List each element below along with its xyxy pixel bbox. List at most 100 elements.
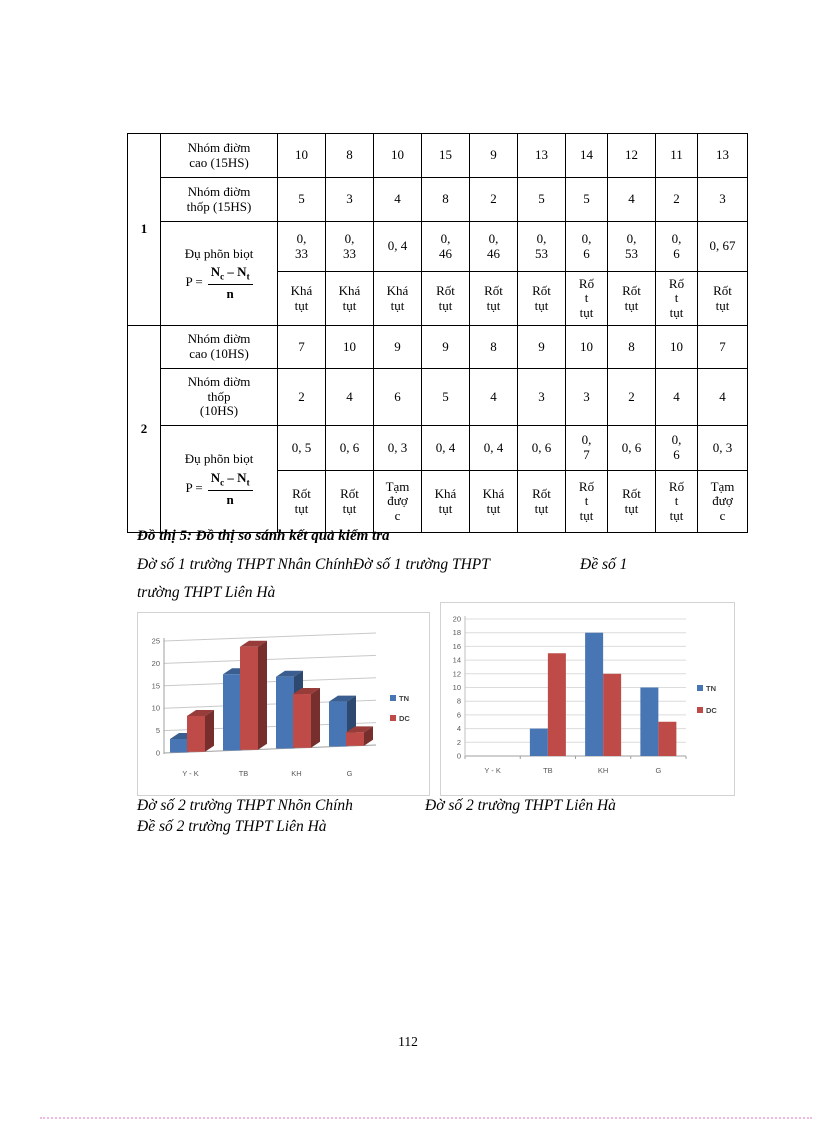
rating-cell: Rốt tụt [517,271,566,326]
value-cell: 0, 5 [277,425,326,471]
bar-TN-KH [585,632,604,756]
rating-cell: Rốt tụt [607,470,656,533]
rating-cell: Rốt tụt [277,470,326,533]
legend-label-DC: DC [399,714,410,723]
group-number: 2 [127,325,161,533]
value-cell: 6 [373,368,422,426]
value-cell: 9 [517,325,566,369]
chart-section-title: Đồ thị 5: Đồ thị so sánh kết quả kiểm tr… [137,528,390,544]
formula-nc: N [210,264,221,280]
results-table: 1 Nhóm điờm cao (15HS) 10 8 10 15 9 13 14 12 11 13 N… [127,133,748,533]
value-cell: 0, 4 [373,221,422,272]
bar-side [364,726,373,746]
value-cell: 4 [469,368,518,426]
legend-swatch-TN [390,695,396,701]
group-number: 1 [127,133,161,326]
y-tick-label: 4 [457,724,461,733]
footer-dotted-line [40,1117,812,1119]
value-cell: 8 [421,177,470,222]
formula-nc-sub: c [220,272,225,283]
value-cell: 9 [373,325,422,369]
row-label: Nhóm điờm cao (10HS) [160,325,278,369]
rating-cell: Rố t tụt [565,271,608,326]
value-cell: 4 [325,368,374,426]
row-label: Nhóm điờm cao (15HS) [160,133,278,178]
value-cell: 11 [655,133,698,178]
x-tick-label: TB [543,766,553,775]
y-tick-label: 2 [457,738,461,747]
rating-cell: Rố t tụt [655,271,698,326]
value-cell: 0, 4 [421,425,470,471]
bar-TN-G [640,687,659,756]
legend-label-TN: TN [706,684,716,693]
value-cell: 0, 3 [373,425,422,471]
bar-side [311,688,320,748]
bar-side [258,640,267,750]
value-cell: 10 [373,133,422,178]
value-cell: 8 [469,325,518,369]
value-cell: 9 [469,133,518,178]
rating-cell: Rốt tụt [325,470,374,533]
bar-TN-G [329,701,347,747]
bar-TN-TB [529,728,548,756]
value-cell: 3 [697,177,748,222]
row-label: Nhóm điờm thốp (15HS) [160,177,278,222]
rating-cell: Khá tụt [421,470,470,533]
legend-label-DC: DC [706,706,717,715]
y-tick-label: 12 [453,669,461,678]
value-cell: 5 [517,177,566,222]
caption-below-left-1: Đờ số 2 trường THPT Nhõn Chính [137,797,353,814]
value-cell: 0, 6 [565,221,608,272]
formula-cell: Đụ phõn biọt P = Nc – Nt n [160,425,278,533]
gridline [163,677,377,687]
value-cell: 0, 6 [325,425,374,471]
gridline [163,654,377,664]
value-cell: 5 [421,368,470,426]
value-cell: 13 [517,133,566,178]
legend-swatch-DC [390,715,396,721]
value-cell: 0, 6 [607,425,656,471]
rating-cell: Rốt tụt [421,271,470,326]
bar-top [240,640,267,647]
rating-cell: Tạm đượ c [697,470,748,533]
formula-fraction: Nc – Nt n [207,264,253,302]
y-tick-label: 5 [156,726,160,735]
y-tick-label: 25 [152,637,160,646]
formula: P = Nc – Nt n [162,471,276,506]
formula-nt: N [237,469,247,485]
rating-cell: Tạm đượ c [373,470,422,533]
x-tick-label: Y - K [182,769,199,778]
formula-den: n [226,286,234,302]
value-cell: 4 [655,368,698,426]
rating-cell: Khá tụt [277,271,326,326]
rating-cell: Rốt tụt [469,271,518,326]
value-cell: 10 [277,133,326,178]
formula-cell: Đụ phõn biọt P = Nc – Nt n [160,221,278,326]
bar-TN-TB [223,674,241,751]
rating-cell: Rốt tụt [697,271,748,326]
value-cell: 8 [325,133,374,178]
value-cell: 0, 6 [655,221,698,272]
value-cell: 0, 33 [277,221,326,272]
value-cell: 2 [277,368,326,426]
caption-below-right-1: Đờ số 2 trường THPT Liên Hà [425,797,616,814]
value-cell: 10 [325,325,374,369]
value-cell: 5 [277,177,326,222]
formula-lhs: P = [185,274,203,290]
row-label: Nhóm điờm thốp (10HS) [160,368,278,426]
y-tick-label: 20 [453,615,461,624]
chart-nhan-chinh: 0 5 10 15 20 25 Y - K TB KH G TN DC [137,612,430,796]
legend-swatch-TN [697,685,703,691]
y-tick-label: 0 [156,749,160,758]
x-tick-label: G [655,766,661,775]
chart-canvas-flat: 0 2 4 6 8 10 12 14 16 18 20 Y - K TB KH G TN DC [453,615,718,776]
value-cell: 3 [325,177,374,222]
bar-top [293,688,320,695]
value-cell: 0, 67 [697,221,748,272]
bar-top [276,670,303,677]
y-tick-label: 16 [453,642,461,651]
rating-cell: Khá tụt [373,271,422,326]
value-cell: 2 [607,368,656,426]
formula-nt-sub: t [246,272,250,283]
value-cell: 2 [469,177,518,222]
